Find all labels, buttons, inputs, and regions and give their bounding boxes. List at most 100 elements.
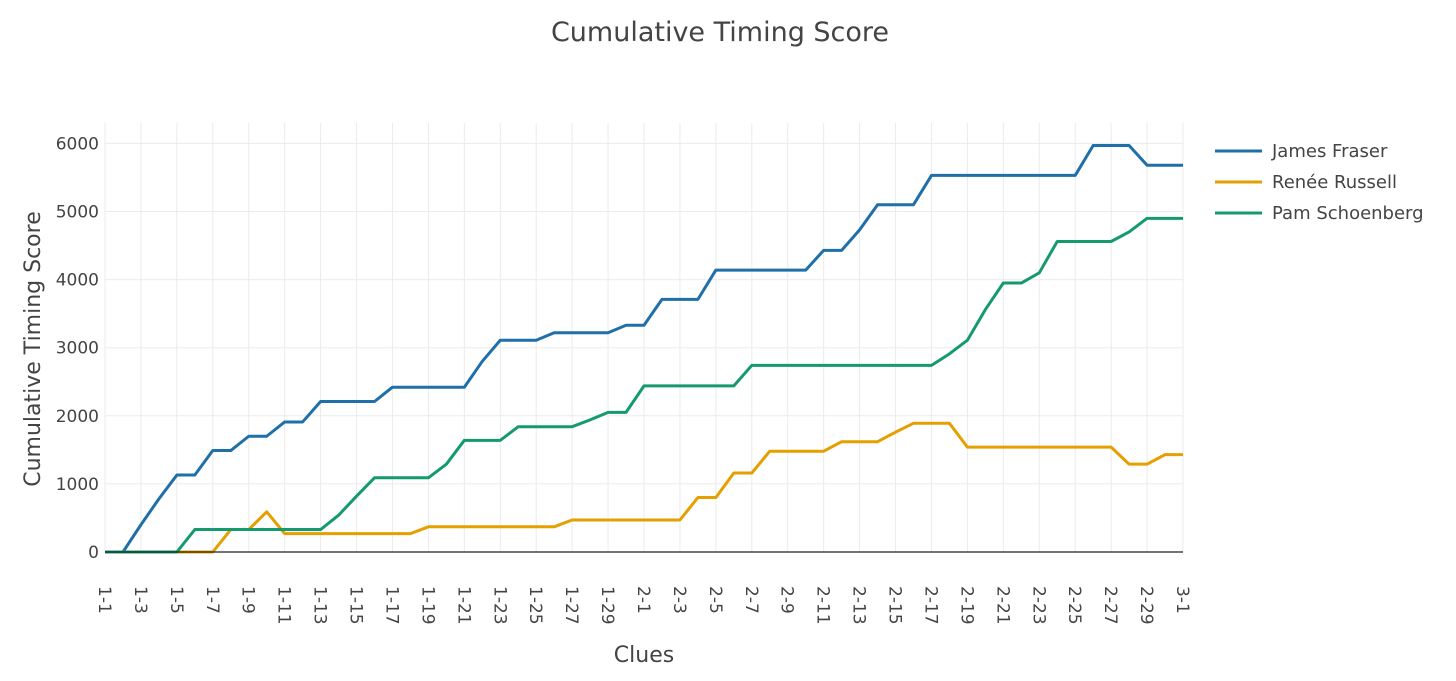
data-point [301,420,304,423]
data-point [1164,164,1167,167]
data-point [247,528,250,531]
data-point [463,525,466,528]
x-tick-label: 1-17 [381,586,401,625]
data-point [427,476,430,479]
data-point [876,203,879,206]
x-tick-label: 1-23 [489,586,509,625]
data-point [391,532,394,535]
y-tick-label: 2000 [56,407,99,427]
data-point [714,496,717,499]
data-point [966,174,969,177]
data-point [1110,144,1113,147]
data-point [660,384,663,387]
data-point [930,364,933,367]
data-point [894,203,897,206]
data-point [589,518,592,521]
data-point [678,518,681,521]
data-point [499,525,502,528]
data-point [984,308,987,311]
data-point [1056,240,1059,243]
data-point [193,474,196,477]
data-point [984,446,987,449]
data-point [643,518,646,521]
data-point [499,339,502,342]
data-point [1020,282,1023,285]
x-tick-label: 1-3 [130,586,150,614]
data-point [714,269,717,272]
data-point [696,298,699,301]
data-point [1038,174,1041,177]
data-point [930,174,933,177]
data-point [1074,446,1077,449]
data-point [786,450,789,453]
data-point [337,514,340,517]
x-tick-label: 3-1 [1172,586,1192,614]
data-point [535,525,538,528]
data-point [894,431,897,434]
data-point [822,450,825,453]
y-tick-label: 3000 [56,339,99,359]
series-line-2 [105,421,1183,554]
data-point [1074,174,1077,177]
data-point [1128,144,1131,147]
data-point [247,435,250,438]
data-point [481,439,484,442]
legend-label: Renée Russell [1272,172,1397,193]
x-tick-label: 2-11 [813,586,833,625]
data-point [589,331,592,334]
data-point [139,523,142,526]
y-tick-labels: 0 1000 2000 3000 4000 5000 6000 [56,134,99,563]
gridlines [104,123,1184,552]
data-point [732,384,735,387]
data-point [750,472,753,475]
data-point [678,384,681,387]
data-point [732,472,735,475]
data-point [1146,164,1149,167]
x-tick-label: 2-17 [920,586,940,625]
data-point [337,400,340,403]
data-point [355,532,358,535]
data-point [607,331,610,334]
data-point [571,331,574,334]
x-tick-label: 1-15 [346,586,366,625]
data-point [804,364,807,367]
data-point [894,364,897,367]
data-point [535,425,538,428]
data-point [607,518,610,521]
data-point [858,440,861,443]
data-point [625,324,628,327]
legend-label: James Fraser [1271,141,1388,162]
data-point [1020,446,1023,449]
data-point [1128,230,1131,233]
data-point [265,510,268,513]
x-tick-label: 2-3 [669,586,689,614]
data-point [1038,446,1041,449]
data-point [1020,174,1023,177]
x-tick-label: 1-25 [525,586,545,625]
x-tick-label: 1-11 [274,586,294,625]
x-tick-label: 1-19 [417,586,437,625]
data-point [337,532,340,535]
data-point [1182,217,1185,220]
data-point [804,450,807,453]
y-tick-label: 0 [88,543,99,563]
data-point [463,439,466,442]
data-point [409,532,412,535]
data-point [643,324,646,327]
x-tick-label: 1-29 [597,586,617,625]
data-point [1074,240,1077,243]
data-point [301,528,304,531]
data-point [175,474,178,477]
data-point [535,339,538,342]
data-point [768,269,771,272]
x-axis-title: Clues [614,643,674,668]
data-point [966,339,969,342]
legend-item[interactable]: James Fraser [1215,141,1388,162]
legend-item[interactable]: Pam Schoenberg [1215,203,1424,224]
data-point [643,384,646,387]
x-tick-label: 2-7 [741,586,761,614]
y-tick-label: 5000 [56,203,99,223]
legend-item[interactable]: Renée Russell [1215,172,1397,193]
data-point [409,386,412,389]
